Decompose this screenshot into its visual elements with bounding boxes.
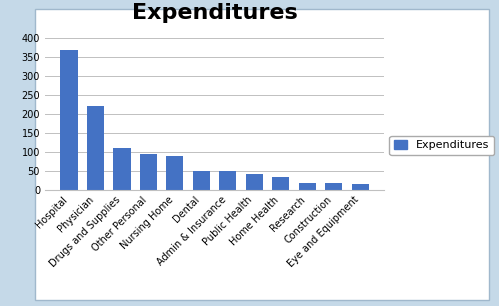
Bar bbox=[352, 184, 369, 190]
Title: Expenditures: Expenditures bbox=[132, 3, 297, 24]
Bar bbox=[166, 156, 184, 190]
Bar bbox=[325, 183, 342, 190]
Bar bbox=[193, 171, 210, 190]
Bar bbox=[272, 177, 289, 190]
Bar bbox=[140, 154, 157, 190]
Legend: Expenditures: Expenditures bbox=[389, 136, 494, 155]
Bar bbox=[246, 174, 263, 190]
Bar bbox=[113, 148, 131, 190]
Bar bbox=[219, 171, 237, 190]
Bar bbox=[298, 183, 316, 190]
Bar bbox=[60, 50, 77, 190]
Bar bbox=[87, 106, 104, 190]
